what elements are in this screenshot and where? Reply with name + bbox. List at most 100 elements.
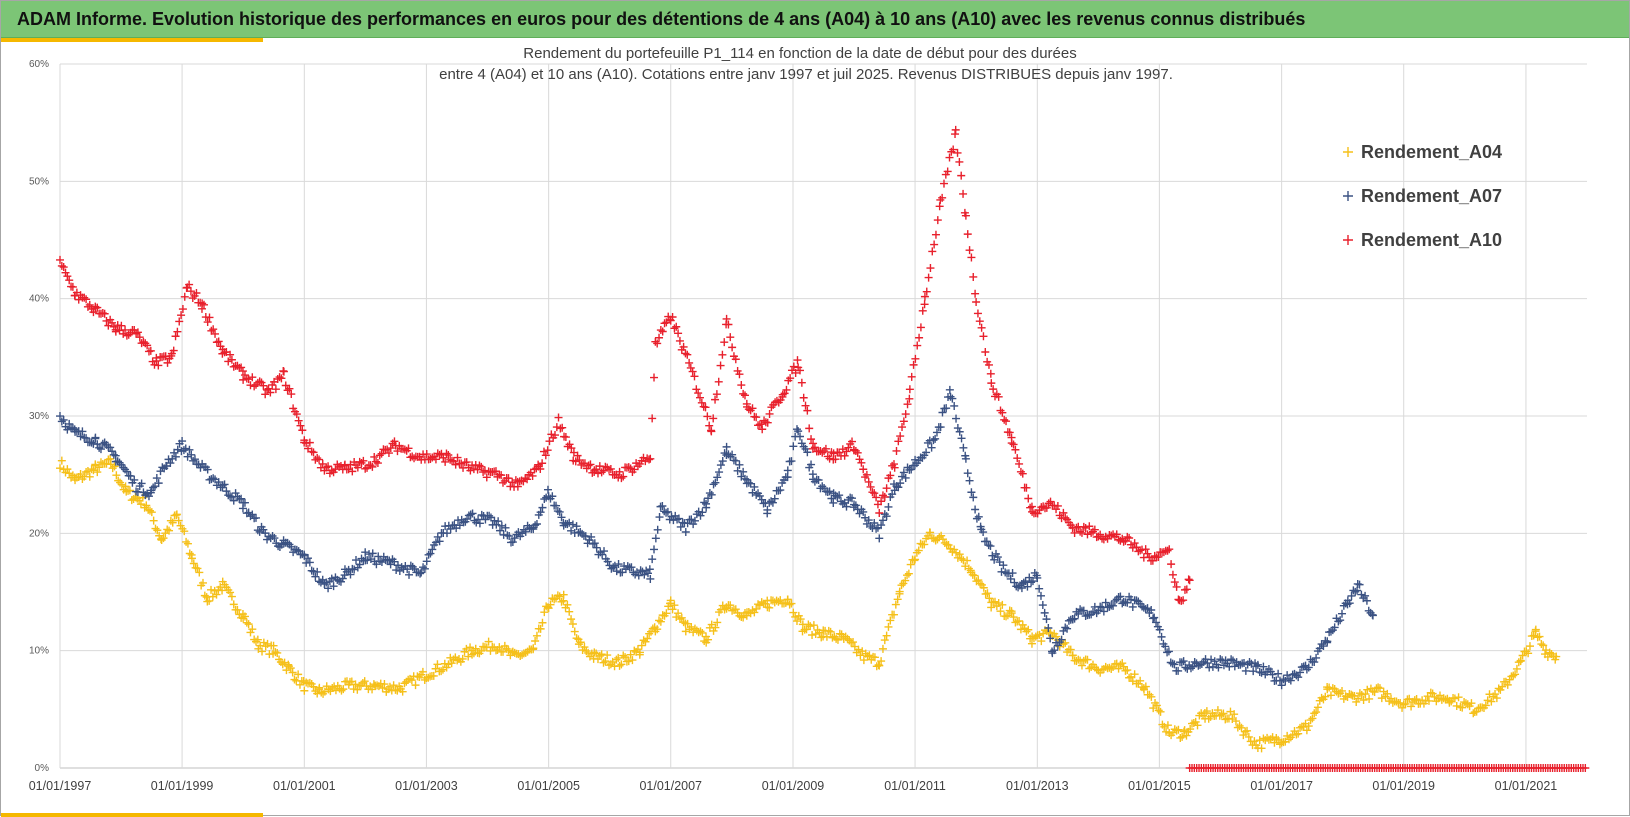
x-tick-label: 01/01/2015 xyxy=(1128,779,1191,793)
data-point xyxy=(711,478,720,487)
x-tick-label: 01/01/2001 xyxy=(273,779,336,793)
data-point xyxy=(1481,701,1490,710)
data-point xyxy=(315,577,324,586)
data-point xyxy=(1392,697,1401,706)
data-point xyxy=(453,453,462,462)
data-point xyxy=(126,472,135,481)
data-point xyxy=(1168,570,1177,579)
data-point xyxy=(850,500,859,509)
data-point xyxy=(1274,669,1283,678)
data-point xyxy=(1361,591,1370,600)
data-point xyxy=(1167,560,1176,569)
data-point xyxy=(553,507,562,516)
data-point xyxy=(644,455,653,464)
data-point xyxy=(479,468,488,477)
data-point xyxy=(1354,694,1363,703)
data-point xyxy=(1022,627,1031,636)
data-point xyxy=(974,576,983,585)
data-point xyxy=(683,350,692,359)
data-point xyxy=(1368,611,1377,620)
data-point xyxy=(288,668,297,677)
data-point xyxy=(818,482,827,491)
data-point xyxy=(557,513,566,522)
data-point xyxy=(508,538,517,547)
data-point xyxy=(650,373,659,382)
data-point xyxy=(824,626,833,635)
data-point xyxy=(1042,615,1051,624)
data-point xyxy=(1352,697,1361,706)
data-point xyxy=(789,362,798,371)
data-point xyxy=(1396,699,1405,708)
data-point xyxy=(681,528,690,537)
data-point xyxy=(1347,591,1356,600)
data-point xyxy=(793,356,802,365)
data-point xyxy=(1355,580,1364,589)
data-point xyxy=(214,337,223,346)
data-point xyxy=(259,638,268,647)
data-point xyxy=(668,312,677,321)
data-point xyxy=(1323,685,1332,694)
data-point xyxy=(1319,642,1328,651)
data-point xyxy=(880,636,889,645)
data-point xyxy=(142,501,151,510)
data-point xyxy=(283,538,292,547)
data-point xyxy=(480,466,489,475)
data-point xyxy=(376,557,385,566)
data-point xyxy=(318,459,327,468)
data-point xyxy=(851,501,860,510)
data-point xyxy=(224,357,233,366)
data-point xyxy=(175,317,184,326)
data-point xyxy=(1031,632,1040,641)
data-point xyxy=(946,392,955,401)
data-point xyxy=(1027,578,1036,587)
data-point xyxy=(368,462,377,471)
data-point xyxy=(983,589,992,598)
data-point xyxy=(539,447,548,456)
data-point xyxy=(911,555,920,564)
data-point xyxy=(143,341,152,350)
data-point xyxy=(83,467,92,476)
data-point xyxy=(776,486,785,495)
data-point xyxy=(943,167,952,176)
data-point xyxy=(667,512,676,521)
data-point xyxy=(1076,527,1085,536)
data-point xyxy=(1182,731,1191,740)
data-point xyxy=(1072,523,1081,532)
data-point xyxy=(1552,652,1561,661)
data-point xyxy=(1219,709,1228,718)
data-point xyxy=(1123,532,1132,541)
data-point xyxy=(457,459,466,468)
data-point xyxy=(899,417,908,426)
data-point xyxy=(662,508,671,517)
x-tick-label: 01/01/1999 xyxy=(151,779,214,793)
data-point xyxy=(703,412,712,421)
data-point xyxy=(464,511,473,520)
data-point xyxy=(420,564,429,573)
data-point xyxy=(658,501,667,510)
data-point xyxy=(1163,648,1172,657)
data-point xyxy=(237,494,246,503)
report-title: ADAM Informe. Evolution historique des p… xyxy=(17,9,1306,29)
data-point xyxy=(273,648,282,657)
data-point xyxy=(1009,440,1018,449)
data-point xyxy=(668,605,677,614)
data-point xyxy=(724,320,733,329)
data-point xyxy=(1007,609,1016,618)
data-point xyxy=(1518,651,1527,660)
data-point xyxy=(552,501,561,510)
data-point xyxy=(536,624,545,633)
data-point xyxy=(1019,578,1028,587)
data-point xyxy=(612,655,621,664)
data-point xyxy=(251,637,260,646)
data-point xyxy=(728,343,737,352)
data-point xyxy=(957,554,966,563)
data-point xyxy=(1186,725,1195,734)
data-point xyxy=(936,195,945,204)
data-point xyxy=(590,539,599,548)
data-point xyxy=(757,598,766,607)
data-point xyxy=(722,442,731,451)
data-point xyxy=(731,605,740,614)
data-point xyxy=(963,556,972,565)
data-point xyxy=(464,652,473,661)
data-point xyxy=(1134,547,1143,556)
